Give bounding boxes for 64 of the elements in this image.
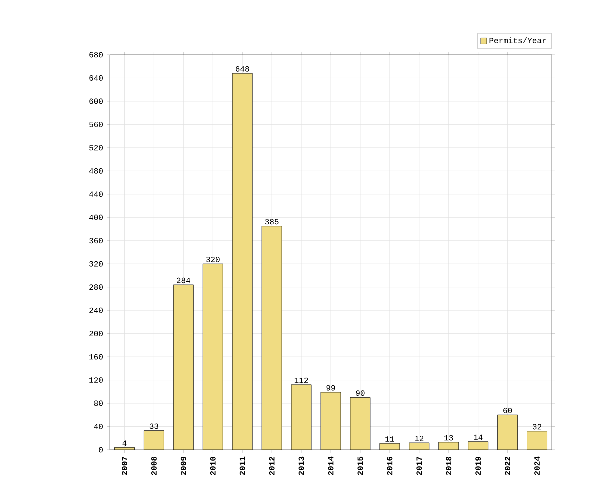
x-tick-label: 2011	[240, 456, 246, 476]
x-tick-label: 2017	[416, 457, 422, 476]
x-tick-label: 2007	[122, 457, 128, 476]
y-tick-label: 560	[90, 122, 103, 128]
data-label: 320	[206, 256, 220, 262]
x-tick-label: 2015	[358, 456, 364, 476]
data-label: 12	[415, 436, 424, 442]
y-tick-label: 80	[94, 400, 103, 406]
y-tick-label: 0	[99, 447, 103, 453]
data-label: 4	[122, 440, 127, 446]
x-tick-label: 2008	[151, 456, 157, 476]
x-tick-label: 2019	[476, 457, 482, 476]
data-label: 112	[294, 378, 308, 384]
data-label: 13	[444, 435, 454, 441]
data-label: 385	[265, 219, 279, 225]
bar	[173, 284, 194, 450]
data-label: 90	[356, 390, 365, 396]
y-tick-label: 520	[90, 145, 103, 151]
y-tick-label: 280	[90, 284, 103, 290]
y-tick-label: 240	[90, 308, 103, 314]
x-tick-label: 2010	[210, 456, 216, 476]
x-tick-label: 2013	[298, 456, 304, 476]
x-tick-label: 2014	[328, 456, 334, 476]
y-tick-label: 200	[90, 331, 103, 337]
data-label: 60	[504, 408, 512, 414]
bar	[320, 392, 342, 450]
x-tick-label: 2016	[387, 456, 393, 476]
y-tick-label: 160	[90, 354, 103, 360]
y-tick-label: 640	[90, 76, 103, 81]
y-tick-label: 440	[89, 192, 103, 198]
y-tick-label: 320	[90, 261, 103, 267]
bar	[380, 443, 400, 450]
bar	[527, 431, 548, 450]
bar	[202, 264, 224, 450]
data-label: 14	[474, 434, 483, 440]
data-label: 99	[326, 385, 336, 391]
bar	[409, 442, 430, 450]
bar	[262, 226, 282, 450]
bar	[114, 447, 135, 450]
data-label: 33	[150, 424, 158, 430]
x-tick-label: 2009	[180, 457, 186, 476]
data-label: 11	[386, 436, 394, 442]
y-tick-label: 400	[89, 214, 103, 220]
bar	[350, 398, 371, 450]
data-label: 284	[177, 278, 190, 284]
x-tick-label: 2024	[534, 456, 540, 476]
y-tick-label: 40	[94, 424, 103, 430]
x-tick-label: 2012	[269, 456, 275, 476]
bar	[144, 430, 164, 450]
bar	[468, 442, 489, 450]
bar	[291, 384, 312, 450]
bar	[232, 73, 253, 450]
bar	[498, 414, 518, 450]
bar	[438, 442, 460, 450]
legend-label: Permits/Year	[490, 38, 546, 44]
x-tick-label: 2018	[446, 456, 452, 476]
y-tick-label: 600	[90, 98, 103, 104]
x-tick-label: 2022	[505, 456, 511, 476]
y-tick-label: 680	[90, 52, 103, 58]
data-label: 32	[532, 424, 542, 430]
y-tick-label: 480	[89, 168, 103, 174]
data-label: 648	[236, 66, 250, 72]
y-tick-label: 360	[90, 238, 103, 244]
y-tick-label: 120	[90, 378, 103, 383]
